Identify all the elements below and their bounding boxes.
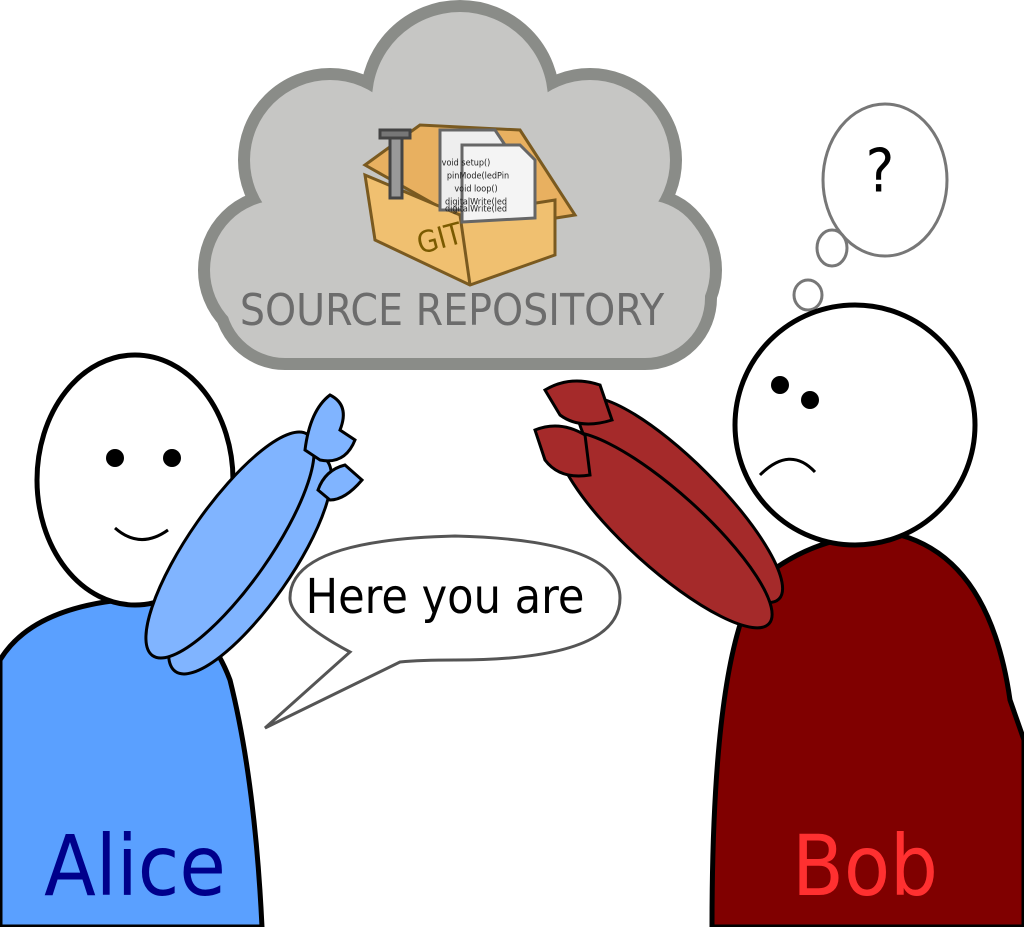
code-line: pinMode(ledPin [447,172,509,182]
speech-bubble [264,534,622,730]
git-box [362,123,578,287]
person-name: Alice [44,817,226,915]
speech-text: Here you are [306,569,585,625]
alice [0,352,365,927]
cloud-label: SOURCE REPOSITORY [240,285,665,336]
thought-text: ? [866,137,895,207]
code-line: digitalWrite(led [445,198,507,208]
code-line: digitalWrite(led [445,205,507,215]
code-line: void setup() [442,159,491,169]
person-name: Bob [792,817,938,915]
thought-bubble [792,102,949,312]
bob [533,302,1024,927]
code-lines: void setup() pinMode(ledPin void loop() dig… [442,159,509,215]
code-line: void loop() [454,185,497,195]
